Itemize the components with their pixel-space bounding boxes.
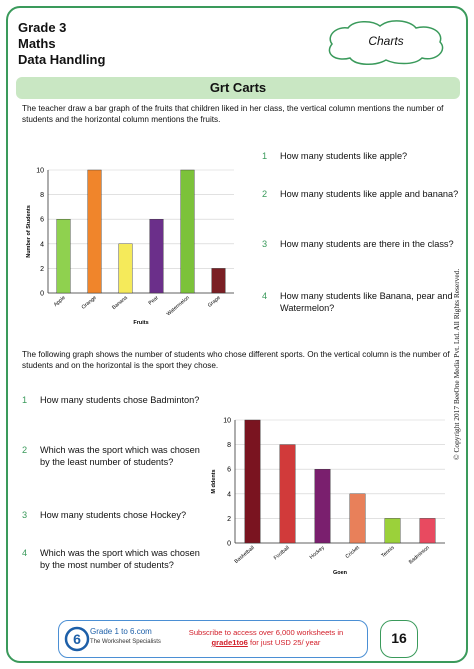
question-text: How many students like Banana, pear and … xyxy=(280,291,453,313)
copyright-notice: © Copyright 2017 BeeOne Media Pvt. Ltd. … xyxy=(452,268,461,460)
y-tick-label: 6 xyxy=(227,467,231,474)
y-tick-label: 0 xyxy=(227,541,231,548)
page-number: 16 xyxy=(380,620,418,658)
sport-question-1: 1 How many students chose Badminton? xyxy=(22,394,202,406)
fruit-question-4: 4 How many students like Banana, pear an… xyxy=(262,290,462,314)
svg-text:6: 6 xyxy=(73,631,81,647)
question-text: How many students chose Badminton? xyxy=(40,395,200,405)
footer-banner[interactable] xyxy=(58,620,368,658)
question-number: 1 xyxy=(262,151,268,161)
intro-paragraph-sports: The following graph shows the number of … xyxy=(22,350,450,370)
x-axis-label: Goen xyxy=(333,570,348,576)
y-tick-label: 0 xyxy=(40,291,44,298)
question-number: 2 xyxy=(22,445,28,455)
grade-label: Grade 3 xyxy=(18,20,67,35)
x-axis-label: Fruits xyxy=(133,320,148,326)
sports-bar-chart: 0 2 4 6 8 10 Basketball Football Hockey Cricket Te… xyxy=(211,418,445,576)
y-tick-label: 8 xyxy=(40,192,44,199)
fruits-bar-chart: 0 2 4 6 8 10 Apple Orange Banana Pear Watermelon Gr… xyxy=(26,168,234,326)
sport-question-4: 4 Which was the sport which was chosen b… xyxy=(22,547,202,571)
subscription-promo: Subscribe to access over 6,000 worksheet… xyxy=(168,628,364,648)
bar-football xyxy=(279,444,296,544)
x-tick-label: Football xyxy=(273,545,291,561)
bar-badminton xyxy=(419,518,436,544)
worksheet-title: Grt Carts xyxy=(16,77,460,99)
question-number: 1 xyxy=(22,395,28,405)
y-tick-label: 2 xyxy=(227,516,231,523)
bar-grape xyxy=(211,268,226,294)
y-tick-label: 10 xyxy=(36,168,44,175)
bar-banana xyxy=(118,243,133,294)
x-tick-label: Badminton xyxy=(408,545,431,566)
intro-paragraph-fruits: The teacher draw a bar graph of the frui… xyxy=(22,104,444,124)
topic-label: Data Handling xyxy=(18,52,106,67)
bar-hockey xyxy=(314,469,331,544)
y-axis-label: M ddents xyxy=(211,469,217,493)
site-logo-text[interactable]: Grade 1 to 6.com The Worksheet Specialis… xyxy=(90,627,161,647)
y-tick-label: 4 xyxy=(227,491,231,498)
bar-apple xyxy=(56,219,71,294)
y-axis-label: Number of Students xyxy=(26,205,32,258)
fruit-question-2: 2 How many students like apple and banan… xyxy=(262,188,462,200)
badge-label: Charts xyxy=(368,34,404,48)
logo-subtitle: The Worksheet Specialists xyxy=(90,639,161,645)
bar-orange xyxy=(87,169,102,294)
bar-pear xyxy=(149,219,164,294)
x-tick-label: Pear xyxy=(148,295,160,307)
question-number: 3 xyxy=(262,239,268,249)
bar-basketball xyxy=(244,419,261,544)
subject-label: Maths xyxy=(18,36,56,51)
x-tick-label: Hockey xyxy=(309,545,326,561)
question-text: Which was the sport which was chosen by … xyxy=(40,548,200,570)
question-text: How many students are there in the class… xyxy=(280,239,454,249)
bar-cricket xyxy=(349,493,366,544)
question-number: 3 xyxy=(22,510,28,520)
y-tick-label: 2 xyxy=(40,266,44,273)
x-tick-label: Apple xyxy=(53,295,67,308)
question-text: Which was the sport which was chosen by … xyxy=(40,445,200,467)
x-tick-label: Cricket xyxy=(345,545,362,560)
sport-question-3: 3 How many students chose Hockey? xyxy=(22,509,202,521)
cloud-badge xyxy=(328,20,444,65)
question-text: How many students chose Hockey? xyxy=(40,510,187,520)
fruit-question-3: 3 How many students are there in the cla… xyxy=(262,238,462,250)
x-tick-label: Banana xyxy=(111,295,129,311)
header-info: Grade 3 Maths Data Handling xyxy=(18,20,105,68)
y-tick-label: 4 xyxy=(40,241,44,248)
fruit-question-1: 1 How many students like apple? xyxy=(262,150,462,162)
question-number: 4 xyxy=(262,291,268,301)
y-tick-label: 10 xyxy=(223,418,231,425)
promo-line-2: grade1to6 for just USD 25/ year xyxy=(168,638,364,648)
site-logo-icon: 6 xyxy=(64,626,90,652)
question-number: 4 xyxy=(22,548,28,558)
x-tick-label: Basketball xyxy=(234,545,256,565)
logo-title: Grade 1 to 6.com xyxy=(90,627,152,636)
y-tick-label: 8 xyxy=(227,442,231,449)
x-tick-label: Tennis xyxy=(380,545,396,559)
question-text: How many students like apple? xyxy=(280,151,408,161)
promo-line-1: Subscribe to access over 6,000 worksheet… xyxy=(188,628,344,637)
x-tick-label: Orange xyxy=(81,295,98,311)
sport-question-2: 2 Which was the sport which was chosen b… xyxy=(22,444,202,468)
page-border xyxy=(6,6,468,663)
bar-watermelon xyxy=(180,169,195,294)
question-number: 2 xyxy=(262,189,268,199)
bar-tennis xyxy=(384,518,401,544)
x-tick-label: Grape xyxy=(207,295,222,309)
promo-price: for just USD 25/ year xyxy=(247,638,321,647)
y-tick-label: 6 xyxy=(40,217,44,224)
x-tick-label: Watermelon xyxy=(166,295,191,318)
promo-link[interactable]: grade1to6 xyxy=(211,638,248,647)
question-text: How many students like apple and banana? xyxy=(280,189,459,199)
